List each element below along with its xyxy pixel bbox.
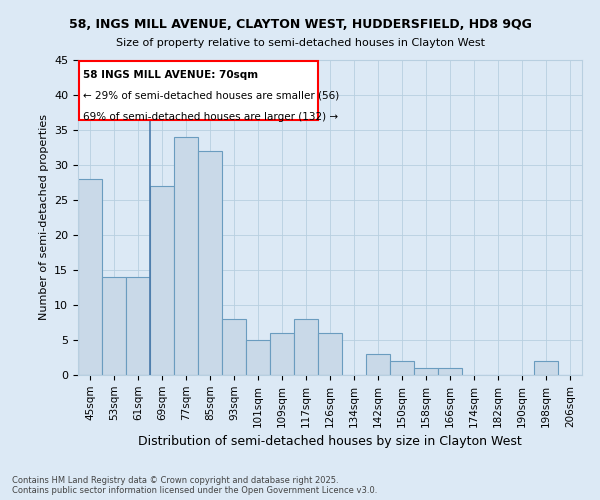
Bar	[390, 361, 414, 375]
Bar	[414, 368, 438, 375]
Bar	[174, 137, 198, 375]
Y-axis label: Number of semi-detached properties: Number of semi-detached properties	[38, 114, 49, 320]
Bar	[198, 151, 222, 375]
Text: 58 INGS MILL AVENUE: 70sqm: 58 INGS MILL AVENUE: 70sqm	[83, 70, 258, 80]
Bar	[126, 277, 150, 375]
Text: Contains HM Land Registry data © Crown copyright and database right 2025.
Contai: Contains HM Land Registry data © Crown c…	[12, 476, 377, 495]
Bar	[438, 368, 462, 375]
Bar	[270, 333, 294, 375]
Text: 69% of semi-detached houses are larger (132) →: 69% of semi-detached houses are larger (…	[83, 112, 338, 122]
Bar	[78, 179, 102, 375]
FancyBboxPatch shape	[79, 62, 318, 120]
Bar	[246, 340, 270, 375]
Bar	[102, 277, 126, 375]
Bar	[222, 319, 246, 375]
Text: Size of property relative to semi-detached houses in Clayton West: Size of property relative to semi-detach…	[115, 38, 485, 48]
Bar	[150, 186, 174, 375]
Bar	[534, 361, 558, 375]
Bar	[366, 354, 390, 375]
Bar	[294, 319, 318, 375]
Text: 58, INGS MILL AVENUE, CLAYTON WEST, HUDDERSFIELD, HD8 9QG: 58, INGS MILL AVENUE, CLAYTON WEST, HUDD…	[68, 18, 532, 30]
Text: ← 29% of semi-detached houses are smaller (56): ← 29% of semi-detached houses are smalle…	[83, 91, 339, 101]
X-axis label: Distribution of semi-detached houses by size in Clayton West: Distribution of semi-detached houses by …	[138, 435, 522, 448]
Bar	[318, 333, 342, 375]
